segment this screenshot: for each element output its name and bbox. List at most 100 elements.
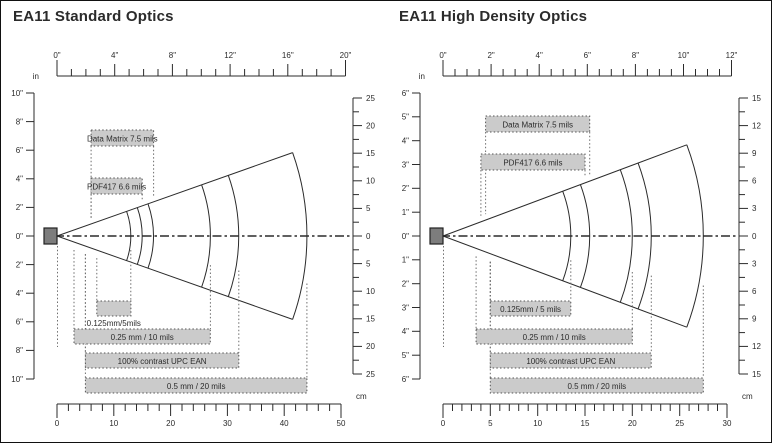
right-axis-tick-label: 10: [366, 287, 375, 296]
bottom-ruler-tick-label: 30: [223, 419, 232, 428]
left-axis-tick-label: 4": [16, 289, 23, 298]
range-bar: [84, 352, 240, 369]
left-axis-tick-label: 0": [16, 232, 23, 241]
scanner-icon: [43, 227, 58, 245]
bottom-ruler-tick-label: 20: [628, 419, 637, 428]
bottom-ruler-tick-label: 5: [488, 419, 493, 428]
top-ruler-tick-label: 4": [111, 51, 118, 60]
right-axis-tick-label: 0: [752, 232, 757, 241]
left-axis-tick-label: 3": [402, 303, 409, 312]
left-axis-tick-label: 4": [16, 175, 23, 184]
depth-arc: [562, 191, 572, 281]
range-guides: [475, 256, 704, 378]
range-bar-label: 100% contrast UPC EAN: [118, 357, 207, 366]
top-ruler: 0" 4" 8" 12" 16" 20" in: [33, 51, 352, 81]
top-ruler-tick-label: 16": [282, 51, 294, 60]
depth-arc: [126, 211, 132, 261]
range-bar: [73, 328, 211, 345]
top-ruler-tick-label: 8": [632, 51, 639, 60]
right-axis-tick-label: 15: [366, 315, 375, 324]
range-bar: [489, 377, 704, 394]
right-axis-tick-label: 5: [366, 204, 371, 213]
right-axis-tick-label: 15: [366, 149, 375, 158]
scan-cone-upper-edge: [56, 152, 293, 237]
range-bar-label: 0.5 mm / 20 mils: [567, 382, 626, 391]
high-density-optics-plot: 0" 2" 4" 6" 8" 10" 12"in0 5 10 15 20 25 30cm6"5"4"3"…: [402, 51, 762, 428]
symbology-range-bar: [485, 115, 591, 133]
scanner-icon: [429, 227, 444, 245]
range-bar-label: 0.5 mm / 20 mils: [167, 382, 226, 391]
bottom-ruler: 0 5 10 15 20 25 30 cm: [441, 392, 753, 428]
right-axis-tick-label: 6: [752, 177, 757, 186]
right-axis: 15 12 9 6 3 0 3 6 9 12 15: [738, 94, 761, 379]
bottom-ruler: 0 10 20 30 40 50 cm: [55, 392, 367, 428]
range-bar: [475, 328, 633, 345]
left-axis-tick-label: 8": [16, 346, 23, 355]
symbology-range-box: Data Matrix 7.5 mils: [87, 129, 158, 218]
symbology-range-bar: [480, 153, 586, 171]
right-axis-tick-label: 12: [752, 121, 761, 130]
right-axis-tick-label: 25: [366, 94, 375, 103]
left-axis-tick-label: 4": [402, 137, 409, 146]
range-bar-label: 100% contrast UPC EAN: [526, 357, 615, 366]
right-axis-tick-label: 0: [366, 232, 371, 241]
symbology-range-box: PDF417 6.6 mils: [87, 177, 146, 218]
right-axis-tick-label: 20: [366, 121, 375, 130]
right-axis: 25 20 15 10 5 0 5 10 15 20 25: [352, 94, 375, 379]
symbology-range-bar: [90, 129, 155, 147]
scan-cone: [56, 152, 308, 320]
range-bar-label: 0.25 mm / 10 mils: [523, 333, 586, 342]
top-ruler-tick-label: 20": [340, 51, 352, 60]
left-axis-tick-label: 8": [16, 117, 23, 126]
top-ruler-tick-label: 10": [678, 51, 690, 60]
scan-cone: [442, 144, 704, 328]
top-ruler-tick-label: 2": [487, 51, 494, 60]
right-axis-tick-label: 9: [752, 149, 757, 158]
left-axis-tick-label: 2": [16, 260, 23, 269]
bottom-ruler-tick-label: 0: [441, 419, 446, 428]
chart-title-standard: EA11 Standard Optics: [13, 8, 174, 25]
top-ruler-unit-label: in: [419, 72, 425, 81]
symbology-range-box: PDF417 6.6 mils: [480, 153, 586, 216]
range-bar: [489, 352, 652, 369]
depth-arc: [136, 207, 143, 265]
symbology-range-box: Data Matrix 7.5 mils: [485, 115, 591, 215]
bottom-ruler-tick-label: 30: [723, 419, 732, 428]
left-axis-tick-label: 1": [402, 256, 409, 265]
symbology-range-label: Data Matrix 7.5 mils: [502, 120, 573, 129]
left-axis-tick-label: 10": [11, 89, 23, 98]
range-bar-label: 0.125mm/5mils: [87, 319, 141, 328]
left-axis-tick-label: 4": [402, 327, 409, 336]
high-density-optics-chart: EA11 High Density Optics 0" 2" 4" 6" 8" 10" 12…: [387, 1, 771, 441]
symbology-range-label: Data Matrix 7.5 mils: [87, 134, 158, 143]
range-bar: [489, 300, 572, 317]
depth-arc: [619, 169, 633, 303]
right-axis-tick-label: 10: [366, 177, 375, 186]
right-axis-tick-label: 12: [752, 342, 761, 351]
left-axis-tick-label: 0": [402, 232, 409, 241]
left-axis-tick-label: 2": [16, 203, 23, 212]
left-axis-tick-label: 2": [402, 280, 409, 289]
bottom-ruler-tick-label: 10: [109, 419, 118, 428]
bottom-ruler-tick-label: 10: [533, 419, 542, 428]
left-axis-tick-label: 6": [16, 318, 23, 327]
left-axis-tick-label: 5": [402, 113, 409, 122]
range-bars: 0.125mm / 5 mils 0.25 mm / 10 mils 100% co…: [475, 300, 704, 394]
left-axis-tick-label: 6": [402, 89, 409, 98]
top-ruler-tick-label: 8": [169, 51, 176, 60]
top-ruler: 0" 2" 4" 6" 8" 10" 12" in: [419, 51, 738, 81]
left-axis-tick-label: 6": [402, 375, 409, 384]
bottom-ruler-tick-label: 50: [337, 419, 346, 428]
bottom-ruler-tick-label: 15: [581, 419, 590, 428]
right-axis-tick-label: 15: [752, 94, 761, 103]
left-axis-tick-label: 2": [402, 184, 409, 193]
right-axis-tick-label: 9: [752, 315, 757, 324]
depth-arc: [292, 152, 308, 320]
right-axis-tick-label: 3: [752, 259, 757, 268]
right-axis-tick-label: 25: [366, 370, 375, 379]
right-axis-tick-label: 5: [366, 259, 371, 268]
chart-title-high-density: EA11 High Density Optics: [399, 8, 588, 25]
depth-arc: [227, 175, 240, 297]
right-axis-tick-label: 6: [752, 287, 757, 296]
